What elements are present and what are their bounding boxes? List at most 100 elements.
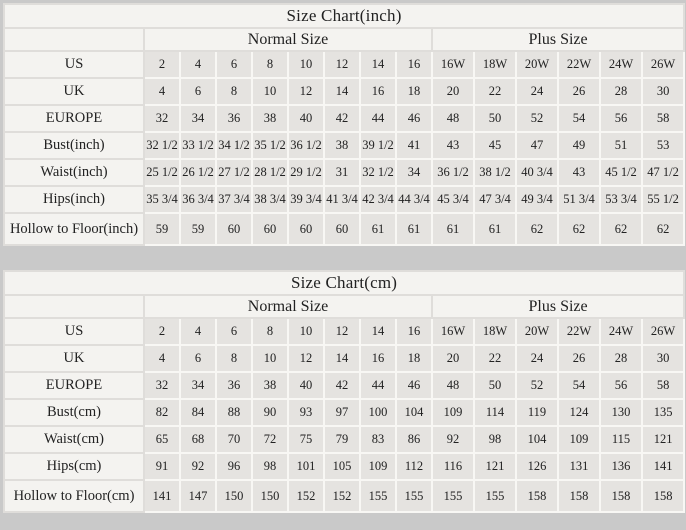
size-value-cell: 37 3/4 xyxy=(215,185,253,214)
size-value-cell: 124 xyxy=(557,398,601,427)
size-value-cell: 150 xyxy=(215,479,253,513)
size-value-cell: 56 xyxy=(599,371,643,400)
size-value-cell: 98 xyxy=(473,425,517,454)
size-value-cell: 60 xyxy=(215,212,253,246)
size-value-cell: 10 xyxy=(251,77,289,106)
size-value-cell: 43 xyxy=(557,158,601,187)
size-value-cell: 31 xyxy=(323,158,361,187)
size-value-cell: 12 xyxy=(287,344,325,373)
size-value-cell: 8 xyxy=(215,77,253,106)
size-value-cell: 49 3/4 xyxy=(515,185,559,214)
size-value-cell: 2 xyxy=(143,317,181,346)
size-value-cell: 158 xyxy=(557,479,601,513)
size-value-cell: 62 xyxy=(640,212,686,246)
size-value-cell: 136 xyxy=(599,452,643,481)
size-value-cell: 20W xyxy=(515,50,559,79)
size-value-cell: 12 xyxy=(323,50,361,79)
size-value-cell: 4 xyxy=(179,317,217,346)
size-value-cell: 104 xyxy=(395,398,433,427)
size-value-cell: 14 xyxy=(359,50,397,79)
row-label: UK xyxy=(3,344,145,373)
size-value-cell: 32 xyxy=(143,371,181,400)
size-value-cell: 44 3/4 xyxy=(395,185,433,214)
size-value-cell: 47 3/4 xyxy=(473,185,517,214)
size-value-cell: 88 xyxy=(215,398,253,427)
size-value-cell: 24 xyxy=(515,344,559,373)
size-value-cell: 16 xyxy=(359,344,397,373)
size-value-cell: 155 xyxy=(431,479,475,513)
size-value-cell: 52 xyxy=(515,371,559,400)
size-value-cell: 35 1/2 xyxy=(251,131,289,160)
size-value-cell: 14 xyxy=(323,77,361,106)
size-value-cell: 62 xyxy=(557,212,601,246)
size-value-cell: 27 1/2 xyxy=(215,158,253,187)
size-value-cell: 42 3/4 xyxy=(359,185,397,214)
size-value-cell: 18 xyxy=(395,344,433,373)
size-value-cell: 62 xyxy=(515,212,559,246)
size-value-cell: 46 xyxy=(395,371,433,400)
size-value-cell: 56 xyxy=(599,104,643,133)
size-value-cell: 24W xyxy=(599,317,643,346)
size-value-cell: 12 xyxy=(287,77,325,106)
size-value-cell: 91 xyxy=(143,452,181,481)
column-group-row: Normal Size Plus Size xyxy=(3,294,686,319)
size-value-cell: 141 xyxy=(640,452,686,481)
size-value-cell: 41 xyxy=(395,131,433,160)
size-value-cell: 60 xyxy=(287,212,325,246)
size-value-cell: 34 xyxy=(179,104,217,133)
size-value-cell: 45 xyxy=(473,131,517,160)
size-value-cell: 39 1/2 xyxy=(359,131,397,160)
size-value-cell: 10 xyxy=(287,50,325,79)
size-value-cell: 60 xyxy=(323,212,361,246)
size-value-cell: 22 xyxy=(473,344,517,373)
size-value-cell: 135 xyxy=(640,398,686,427)
size-value-cell: 65 xyxy=(143,425,181,454)
table-row: EUROPE 32 34 36 38 40 42 44 46 48 50 52 54 56 58 xyxy=(3,104,686,133)
size-value-cell: 93 xyxy=(287,398,325,427)
size-value-cell: 26 xyxy=(557,344,601,373)
size-value-cell: 61 xyxy=(473,212,517,246)
size-value-cell: 26W xyxy=(640,50,686,79)
size-value-cell: 86 xyxy=(395,425,433,454)
size-value-cell: 82 xyxy=(143,398,181,427)
size-value-cell: 8 xyxy=(251,317,289,346)
size-value-cell: 155 xyxy=(473,479,517,513)
size-value-cell: 41 3/4 xyxy=(323,185,361,214)
size-value-cell: 97 xyxy=(323,398,361,427)
row-label: Hollow to Floor(inch) xyxy=(3,212,145,246)
size-value-cell: 16 xyxy=(395,317,433,346)
size-value-cell: 40 xyxy=(287,104,325,133)
size-value-cell: 83 xyxy=(359,425,397,454)
table-row: US 2 4 6 8 10 12 14 16 16W 18W 20W 22W 24W 26W xyxy=(3,317,686,346)
size-value-cell: 18 xyxy=(395,77,433,106)
size-value-cell: 16W xyxy=(431,317,475,346)
size-value-cell: 60 xyxy=(251,212,289,246)
size-value-cell: 4 xyxy=(143,77,181,106)
size-value-cell: 109 xyxy=(359,452,397,481)
size-value-cell: 36 xyxy=(215,104,253,133)
size-value-cell: 30 xyxy=(640,77,686,106)
size-value-cell: 51 3/4 xyxy=(557,185,601,214)
size-value-cell: 121 xyxy=(640,425,686,454)
row-label: Bust(cm) xyxy=(3,398,145,427)
size-value-cell: 75 xyxy=(287,425,325,454)
table-title-row: Size Chart(inch) xyxy=(2,3,686,29)
size-value-cell: 72 xyxy=(251,425,289,454)
size-value-cell: 32 1/2 xyxy=(359,158,397,187)
size-value-cell: 22W xyxy=(557,50,601,79)
size-value-cell: 38 xyxy=(251,104,289,133)
size-value-cell: 42 xyxy=(323,104,361,133)
size-value-cell: 158 xyxy=(640,479,686,513)
size-value-cell: 24W xyxy=(599,50,643,79)
size-value-cell: 34 xyxy=(395,158,433,187)
size-value-cell: 47 1/2 xyxy=(640,158,686,187)
size-value-cell: 38 1/2 xyxy=(473,158,517,187)
size-value-cell: 121 xyxy=(473,452,517,481)
table-row: Hips(cm) 91 92 96 98 101 105 109 112 116 121 126 131… xyxy=(3,452,686,481)
row-label: EUROPE xyxy=(3,104,145,133)
column-group-plus-size: Plus Size xyxy=(430,294,686,319)
size-value-cell: 43 xyxy=(431,131,475,160)
table-row: US 2 4 6 8 10 12 14 16 16W 18W 20W 22W 24W 26W xyxy=(3,50,686,79)
size-value-cell: 39 3/4 xyxy=(287,185,325,214)
row-label: UK xyxy=(3,77,145,106)
